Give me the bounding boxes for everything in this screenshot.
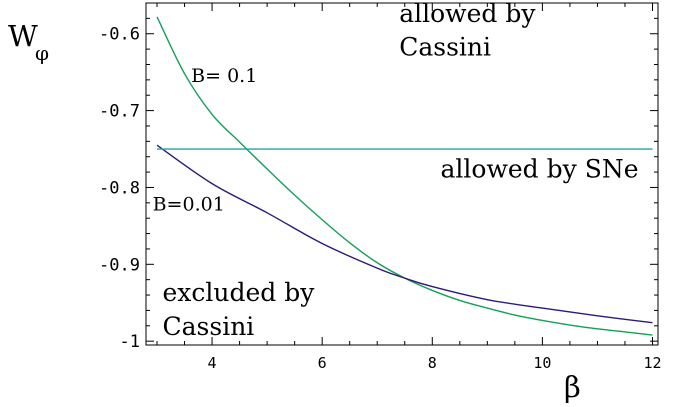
chart-annotation: allowed by SNe (441, 154, 639, 183)
chart-annotation: allowed by (399, 0, 536, 28)
chart-annotation: Cassini (163, 312, 255, 341)
annotations: allowed by Cassini B= 0.1 allowed by SNe B=0… (153, 0, 639, 341)
chart-annotation: Cassini (399, 32, 491, 61)
y-tick-label: -1 (120, 332, 140, 352)
chart-annotation: B= 0.1 (191, 65, 257, 87)
y-tick-label: -0.6 (99, 25, 140, 45)
chart-annotation: B=0.01 (153, 194, 225, 216)
y-tick-label: -0.9 (99, 255, 140, 275)
y-tick-label: -0.7 (99, 102, 140, 122)
y-axis-label: W (8, 19, 38, 53)
x-tick-label: 4 (208, 354, 217, 372)
series-layer (156, 16, 653, 336)
chart-annotation: excluded by (163, 278, 316, 307)
ticks (146, 2, 658, 345)
x-tick-label: 6 (318, 354, 327, 372)
x-axis-label: β (564, 370, 581, 404)
x-tick-label: 10 (533, 354, 551, 372)
y-tick-label: -0.8 (99, 178, 140, 198)
tick-labels: 4 6 8 10 12 -0.6 -0.7 -0.8 -0.9 -1 (99, 25, 661, 372)
series-line-b-0-01 (156, 144, 653, 324)
x-tick-label: 12 (643, 354, 661, 372)
y-axis-label-subscript: φ (35, 41, 49, 65)
plot-frame (145, 2, 659, 346)
x-tick-label: 8 (428, 354, 437, 372)
